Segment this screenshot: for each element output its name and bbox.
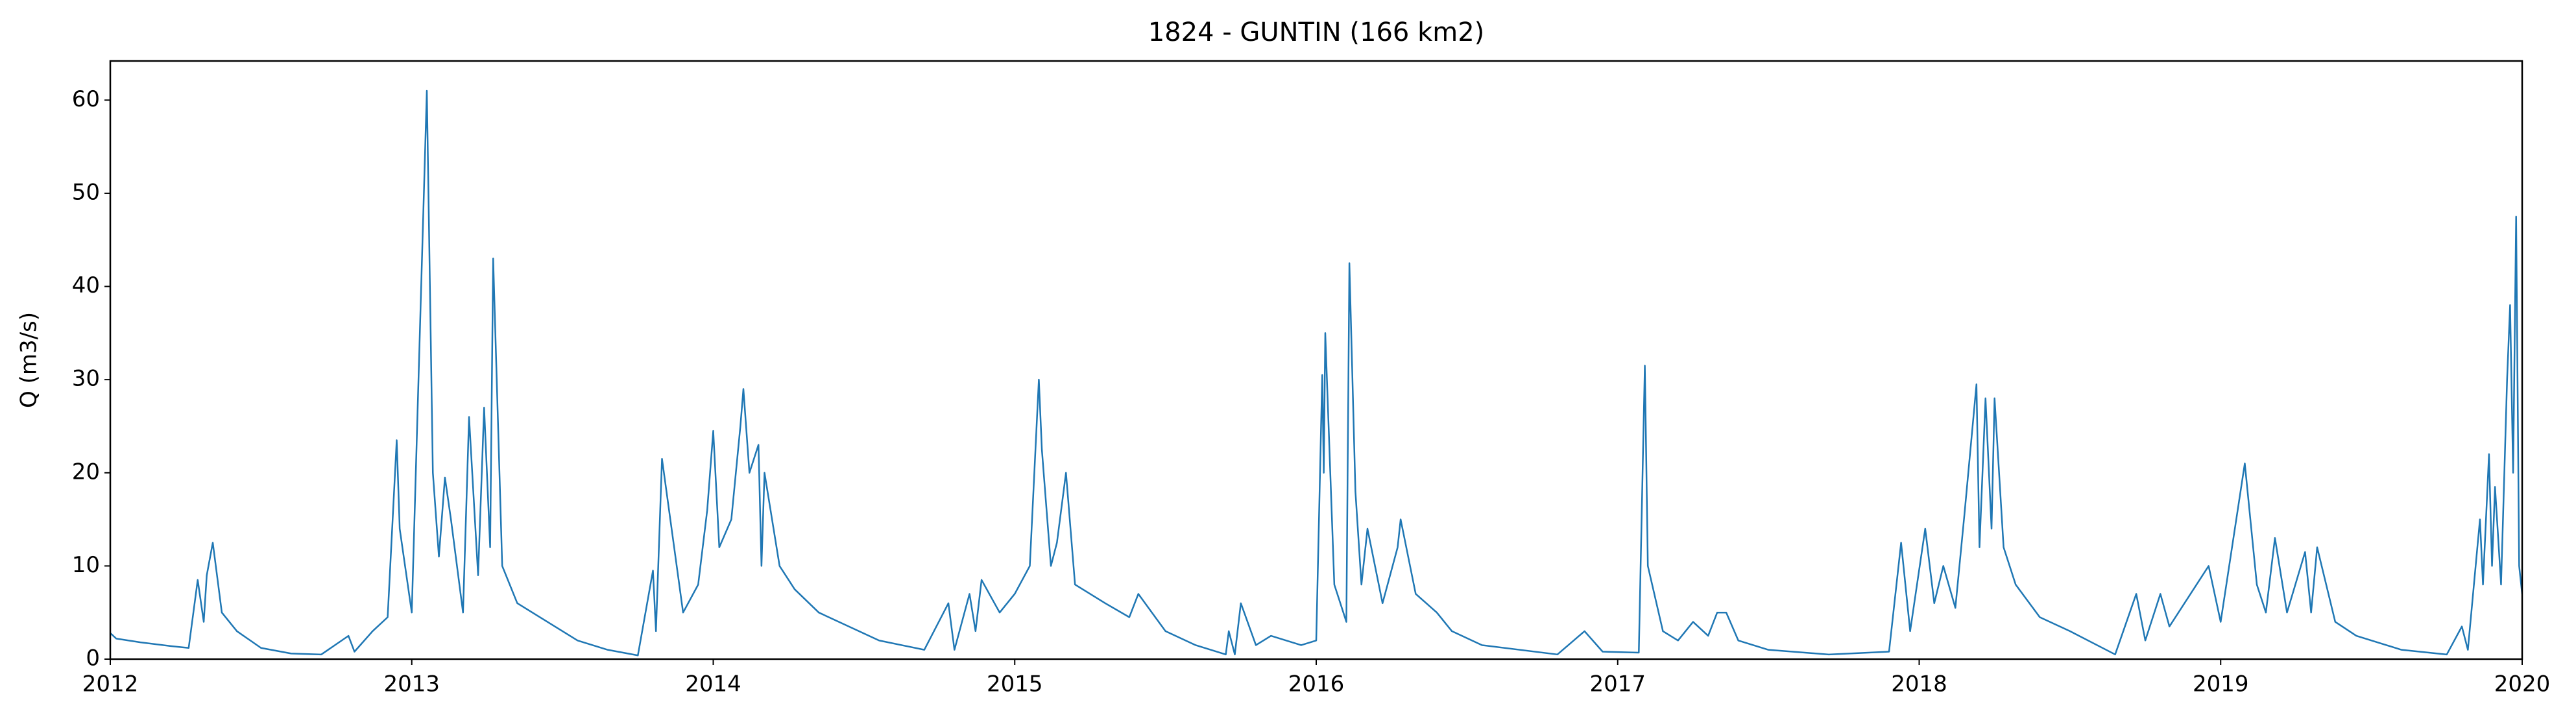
chart-title: 1824 - GUNTIN (166 km2) — [1148, 18, 1485, 47]
y-tick-label: 0 — [86, 646, 100, 671]
x-tick-label: 2014 — [685, 671, 741, 697]
x-tick-label: 2013 — [383, 671, 440, 697]
plot-frame — [109, 60, 2523, 660]
y-tick-label: 60 — [72, 86, 100, 112]
x-tick-label: 2012 — [82, 671, 139, 697]
x-tick-label: 2016 — [1288, 671, 1345, 697]
y-tick-label: 30 — [72, 366, 100, 392]
x-tick-label: 2018 — [1891, 671, 1947, 697]
axes: 2012 2013 2014 2015 2016 2017 2018 2019 2020 0 10 2… — [72, 86, 2551, 697]
y-tick-label: 40 — [72, 272, 100, 298]
x-tick-label: 2017 — [1589, 671, 1646, 697]
x-tick-label: 2019 — [2193, 671, 2249, 697]
y-tick-label: 20 — [72, 459, 100, 485]
x-tick-label: 2015 — [987, 671, 1043, 697]
y-tick-label: 10 — [72, 552, 100, 578]
data-line — [110, 90, 2522, 657]
y-tick-label: 50 — [72, 179, 100, 205]
x-tick-label: 2020 — [2494, 671, 2551, 697]
y-axis-label: Q (m3/s) — [16, 312, 42, 408]
plot-area — [110, 90, 2522, 657]
